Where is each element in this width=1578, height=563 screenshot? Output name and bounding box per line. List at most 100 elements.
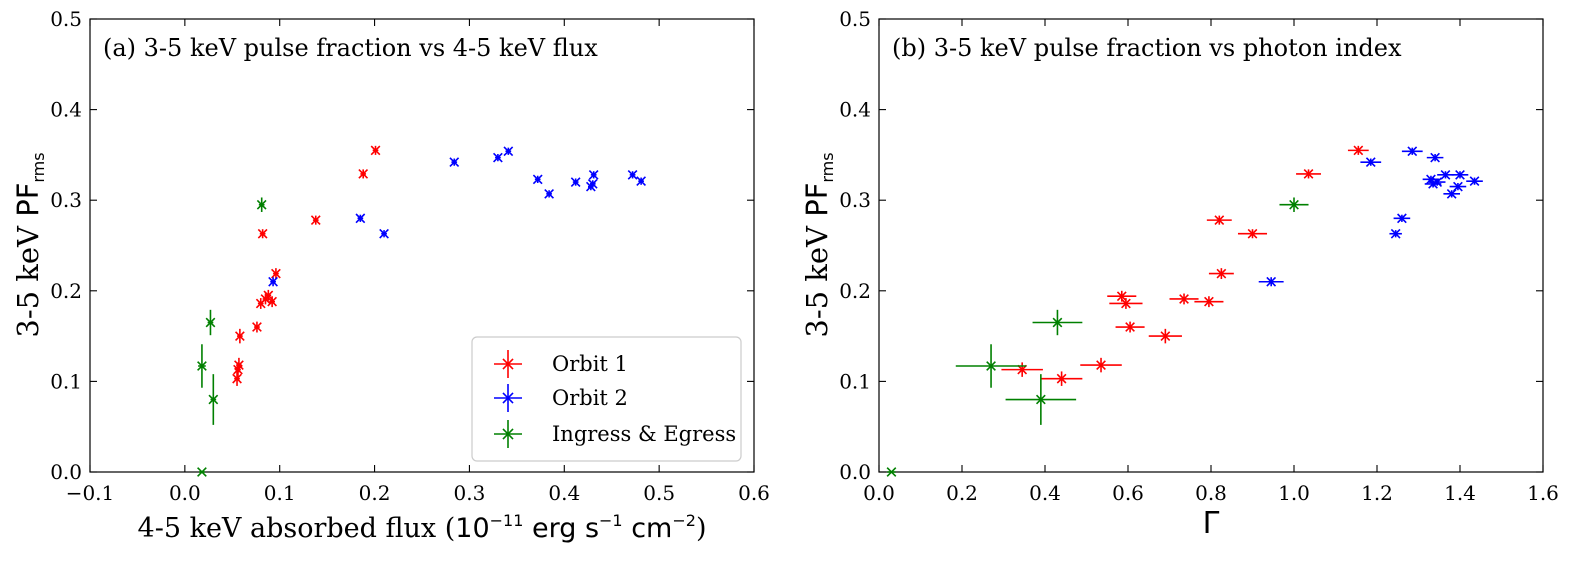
x-marker bbox=[636, 176, 647, 187]
data-point bbox=[1040, 371, 1083, 386]
x-marker bbox=[208, 394, 219, 405]
x-marker bbox=[358, 169, 369, 179]
x-tick-label: −0.1 bbox=[66, 481, 115, 505]
data-point bbox=[257, 228, 268, 239]
legend-label-orbit-1: Orbit 1 bbox=[552, 352, 628, 376]
panel-a: (a) 3-5 keV pulse fraction vs 4-5 keV fl… bbox=[11, 7, 770, 544]
x-marker bbox=[1116, 291, 1127, 302]
panel-a-ticks: −0.1 0.0 0.1 0.2 0.3 0.4 0.5 0.60.00.10.20.30.4… bbox=[50, 7, 770, 505]
legend-label-orbit-2: Orbit 2 bbox=[552, 386, 628, 410]
data-point bbox=[197, 467, 207, 477]
legend-x-marker bbox=[502, 428, 514, 440]
data-point bbox=[1424, 179, 1442, 189]
x-marker bbox=[627, 169, 638, 180]
y-tick-label: 0.4 bbox=[839, 98, 871, 122]
data-point bbox=[197, 344, 207, 388]
data-point bbox=[256, 197, 267, 212]
x-marker bbox=[256, 199, 267, 210]
legend-marker-ingress-egress bbox=[494, 420, 522, 448]
x-tick-label: 0.4 bbox=[1029, 481, 1061, 505]
x-marker bbox=[1160, 331, 1171, 341]
data-point bbox=[532, 174, 543, 185]
data-point bbox=[370, 145, 381, 156]
x-marker bbox=[1247, 228, 1258, 239]
y-tick-label: 0.5 bbox=[839, 7, 871, 31]
x-marker bbox=[493, 152, 503, 163]
x-marker bbox=[570, 177, 581, 187]
data-point bbox=[955, 344, 1027, 388]
x-marker bbox=[449, 157, 460, 168]
data-point bbox=[627, 169, 638, 180]
x-marker bbox=[1179, 294, 1189, 304]
x-marker bbox=[197, 467, 207, 477]
series-orbit-1 bbox=[232, 145, 381, 386]
data-point bbox=[1401, 146, 1423, 157]
x-marker bbox=[1216, 268, 1227, 279]
data-point bbox=[252, 321, 262, 333]
data-point bbox=[234, 328, 245, 344]
panel-b-xlabel: Γ bbox=[1203, 506, 1220, 541]
x-marker bbox=[1407, 146, 1418, 157]
x-tick-label: 0.2 bbox=[946, 481, 978, 505]
x-marker bbox=[1365, 157, 1376, 168]
data-point bbox=[255, 298, 266, 309]
data-point bbox=[1279, 197, 1309, 212]
x-tick-label: 0.1 bbox=[264, 481, 296, 505]
y-tick-label: 0.1 bbox=[839, 369, 871, 393]
x-tick-label: 1.4 bbox=[1444, 481, 1476, 505]
x-tick-label: 0.0 bbox=[863, 481, 895, 505]
x-marker bbox=[268, 276, 278, 287]
y-tick-label: 0.0 bbox=[839, 460, 871, 484]
series-orbit-2 bbox=[1258, 146, 1483, 287]
data-point bbox=[205, 309, 216, 336]
x-marker bbox=[379, 228, 389, 239]
data-point bbox=[1032, 309, 1083, 336]
x-marker bbox=[310, 215, 321, 226]
x-marker bbox=[1430, 152, 1440, 163]
data-point bbox=[1206, 215, 1232, 226]
legend-frame bbox=[471, 336, 742, 462]
data-point bbox=[208, 374, 219, 425]
data-point bbox=[544, 188, 554, 199]
x-marker bbox=[1266, 276, 1277, 287]
y-tick-label: 0.4 bbox=[50, 98, 82, 122]
data-point bbox=[585, 181, 596, 192]
data-point bbox=[1109, 298, 1143, 309]
x-marker bbox=[1214, 215, 1225, 226]
data-point bbox=[1389, 228, 1402, 239]
x-marker bbox=[1056, 373, 1067, 384]
x-marker bbox=[1469, 176, 1480, 187]
data-point bbox=[267, 296, 278, 308]
panel-b: (b) 3-5 keV pulse fraction vs photon ind… bbox=[800, 7, 1559, 541]
data-point bbox=[1296, 169, 1321, 179]
x-marker bbox=[886, 467, 897, 477]
x-tick-label: 0.6 bbox=[1112, 481, 1144, 505]
panel-b-ticks: 0.0 0.2 0.4 0.6 0.8 1.0 1.2 1.4 1.6 0.0 0.1 0.2 0.3 0… bbox=[839, 7, 1559, 505]
x-tick-label: 1.2 bbox=[1361, 481, 1393, 505]
panel-a-ylabel: 3-5 keV PFrms bbox=[11, 152, 48, 337]
data-point bbox=[1208, 268, 1234, 280]
x-marker bbox=[588, 169, 599, 180]
data-point bbox=[1148, 328, 1182, 344]
series-orbit-1 bbox=[1001, 145, 1369, 386]
x-tick-label: 0.5 bbox=[643, 481, 675, 505]
x-tick-label: 1.0 bbox=[1278, 481, 1310, 505]
x-marker bbox=[257, 228, 268, 239]
panel-a-title: (a) 3-5 keV pulse fraction vs 4-5 keV fl… bbox=[103, 34, 598, 62]
data-point bbox=[1237, 228, 1268, 239]
data-point bbox=[1169, 293, 1199, 305]
data-point bbox=[636, 176, 647, 187]
y-tick-label: 0.2 bbox=[50, 279, 82, 303]
x-marker bbox=[1446, 188, 1457, 199]
x-marker bbox=[585, 181, 596, 192]
x-marker bbox=[1035, 394, 1046, 405]
x-marker bbox=[252, 322, 262, 332]
x-marker bbox=[1428, 179, 1438, 189]
data-point bbox=[355, 213, 366, 224]
legend-marker-orbit-1 bbox=[494, 350, 522, 378]
legend-x-marker bbox=[502, 358, 514, 370]
x-marker bbox=[234, 331, 245, 341]
x-marker bbox=[355, 213, 366, 224]
legend-marker-orbit-2 bbox=[494, 384, 522, 412]
x-tick-label: 0.0 bbox=[169, 481, 201, 505]
